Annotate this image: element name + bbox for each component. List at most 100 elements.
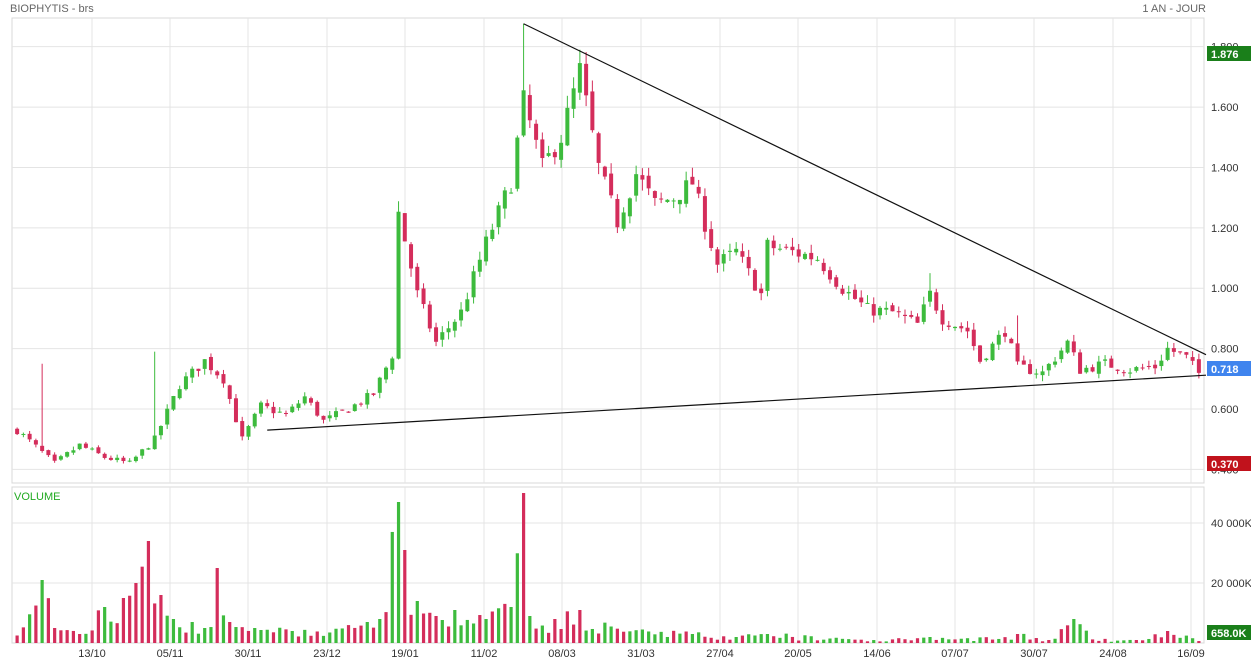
period-label[interactable]: 1 AN - JOUR	[1142, 3, 1206, 15]
volume-panel-frame	[11, 486, 1205, 644]
candle-body	[102, 453, 107, 458]
date-tick-label: 20/05	[784, 648, 812, 660]
volume-bar	[759, 634, 763, 643]
candle-body	[1165, 347, 1170, 360]
volume-bar	[540, 625, 544, 643]
volume-bar	[1153, 634, 1157, 643]
date-tick-label: 30/07	[1020, 648, 1048, 660]
volume-bar	[46, 598, 50, 643]
date-tick-label: 24/08	[1099, 648, 1127, 660]
candle-body	[727, 250, 732, 252]
candle-body	[777, 248, 782, 250]
candle-body	[1121, 372, 1126, 374]
candle-body	[496, 205, 501, 228]
volume-bar	[697, 632, 701, 643]
candle-body	[852, 289, 857, 299]
candle-body	[659, 198, 664, 200]
candle-body	[552, 152, 557, 158]
candle-body	[690, 176, 695, 185]
candle-body	[265, 403, 270, 407]
volume-bar	[246, 630, 251, 643]
volume-bar	[1059, 629, 1063, 643]
candle-body	[1015, 343, 1020, 362]
candle-body	[584, 63, 589, 96]
volume-bar	[396, 502, 401, 643]
candle-body	[277, 411, 282, 413]
candle-body	[859, 297, 864, 303]
volume-bar	[603, 622, 607, 643]
volume-bar	[690, 634, 695, 643]
volume-bar	[634, 630, 638, 643]
axes: 0.4000.6000.8001.0001.2001.4001.6001.800…	[78, 42, 1251, 660]
volume-bar	[1040, 641, 1045, 643]
candle-body	[196, 368, 201, 371]
volume-bar	[453, 610, 457, 643]
volume-bar	[1090, 639, 1095, 643]
candle-body	[1115, 369, 1120, 371]
candle-body	[371, 393, 376, 395]
price-tick-label: 1.200	[1211, 223, 1239, 235]
low-badge	[1207, 456, 1251, 471]
candle-body	[971, 329, 976, 347]
candle-body	[784, 246, 789, 248]
date-tick-label: 27/04	[706, 648, 734, 660]
volume-bar	[903, 639, 907, 643]
candle-body	[1053, 361, 1058, 365]
candle-body	[1171, 348, 1176, 352]
candle-body	[90, 448, 95, 450]
candle-body	[709, 229, 714, 248]
volume-bar	[221, 615, 226, 643]
candle-body	[515, 137, 520, 189]
candle-body	[477, 259, 482, 272]
candle-body	[21, 433, 26, 435]
volume-bar	[959, 638, 963, 643]
trendline-upper	[523, 23, 1207, 356]
candle-body	[377, 377, 382, 393]
candle-body	[740, 251, 745, 257]
candle-body	[815, 259, 820, 261]
candle-body	[396, 211, 401, 359]
candle-body	[352, 404, 357, 412]
candle-body	[746, 256, 751, 269]
candle-body	[1059, 350, 1064, 360]
candle-body	[759, 288, 764, 294]
volume-bar	[734, 637, 738, 643]
candle-body	[565, 107, 570, 146]
candle-body	[96, 447, 101, 454]
volume-bar	[403, 550, 407, 643]
volume-bar	[253, 628, 257, 643]
candle-body	[796, 249, 801, 257]
candle-body	[146, 448, 151, 450]
volume-bar	[446, 626, 451, 643]
volume-bar	[384, 612, 388, 643]
volume-bar	[840, 638, 845, 643]
volume-bar	[471, 623, 476, 643]
volume-bar	[103, 607, 107, 643]
chart-title: BIOPHYTIS - brs	[10, 3, 94, 15]
candle-body	[809, 252, 814, 260]
volume-bar	[909, 640, 913, 643]
volume-bar	[59, 630, 63, 643]
candle-body	[315, 401, 320, 416]
volume-bar	[1115, 640, 1120, 643]
volume-bar	[234, 627, 238, 643]
volume-bar	[1128, 639, 1132, 643]
volume-bar	[378, 619, 382, 643]
volume-bar	[171, 619, 176, 643]
candle-body	[1128, 372, 1133, 374]
candle-body	[1196, 359, 1201, 373]
candle-body	[684, 180, 689, 204]
candle-body	[1090, 367, 1095, 372]
volume-bar	[1147, 638, 1151, 643]
candle-body	[984, 358, 989, 361]
candle-body	[765, 239, 770, 291]
volume-bar	[115, 623, 119, 643]
candle-body	[871, 304, 876, 316]
candle-body	[409, 244, 414, 269]
candle-body	[165, 408, 170, 425]
candle-body	[327, 415, 332, 419]
volume-bar	[265, 629, 269, 643]
candle-body	[534, 123, 539, 140]
volume-bar	[622, 631, 626, 643]
candle-body	[490, 229, 495, 239]
